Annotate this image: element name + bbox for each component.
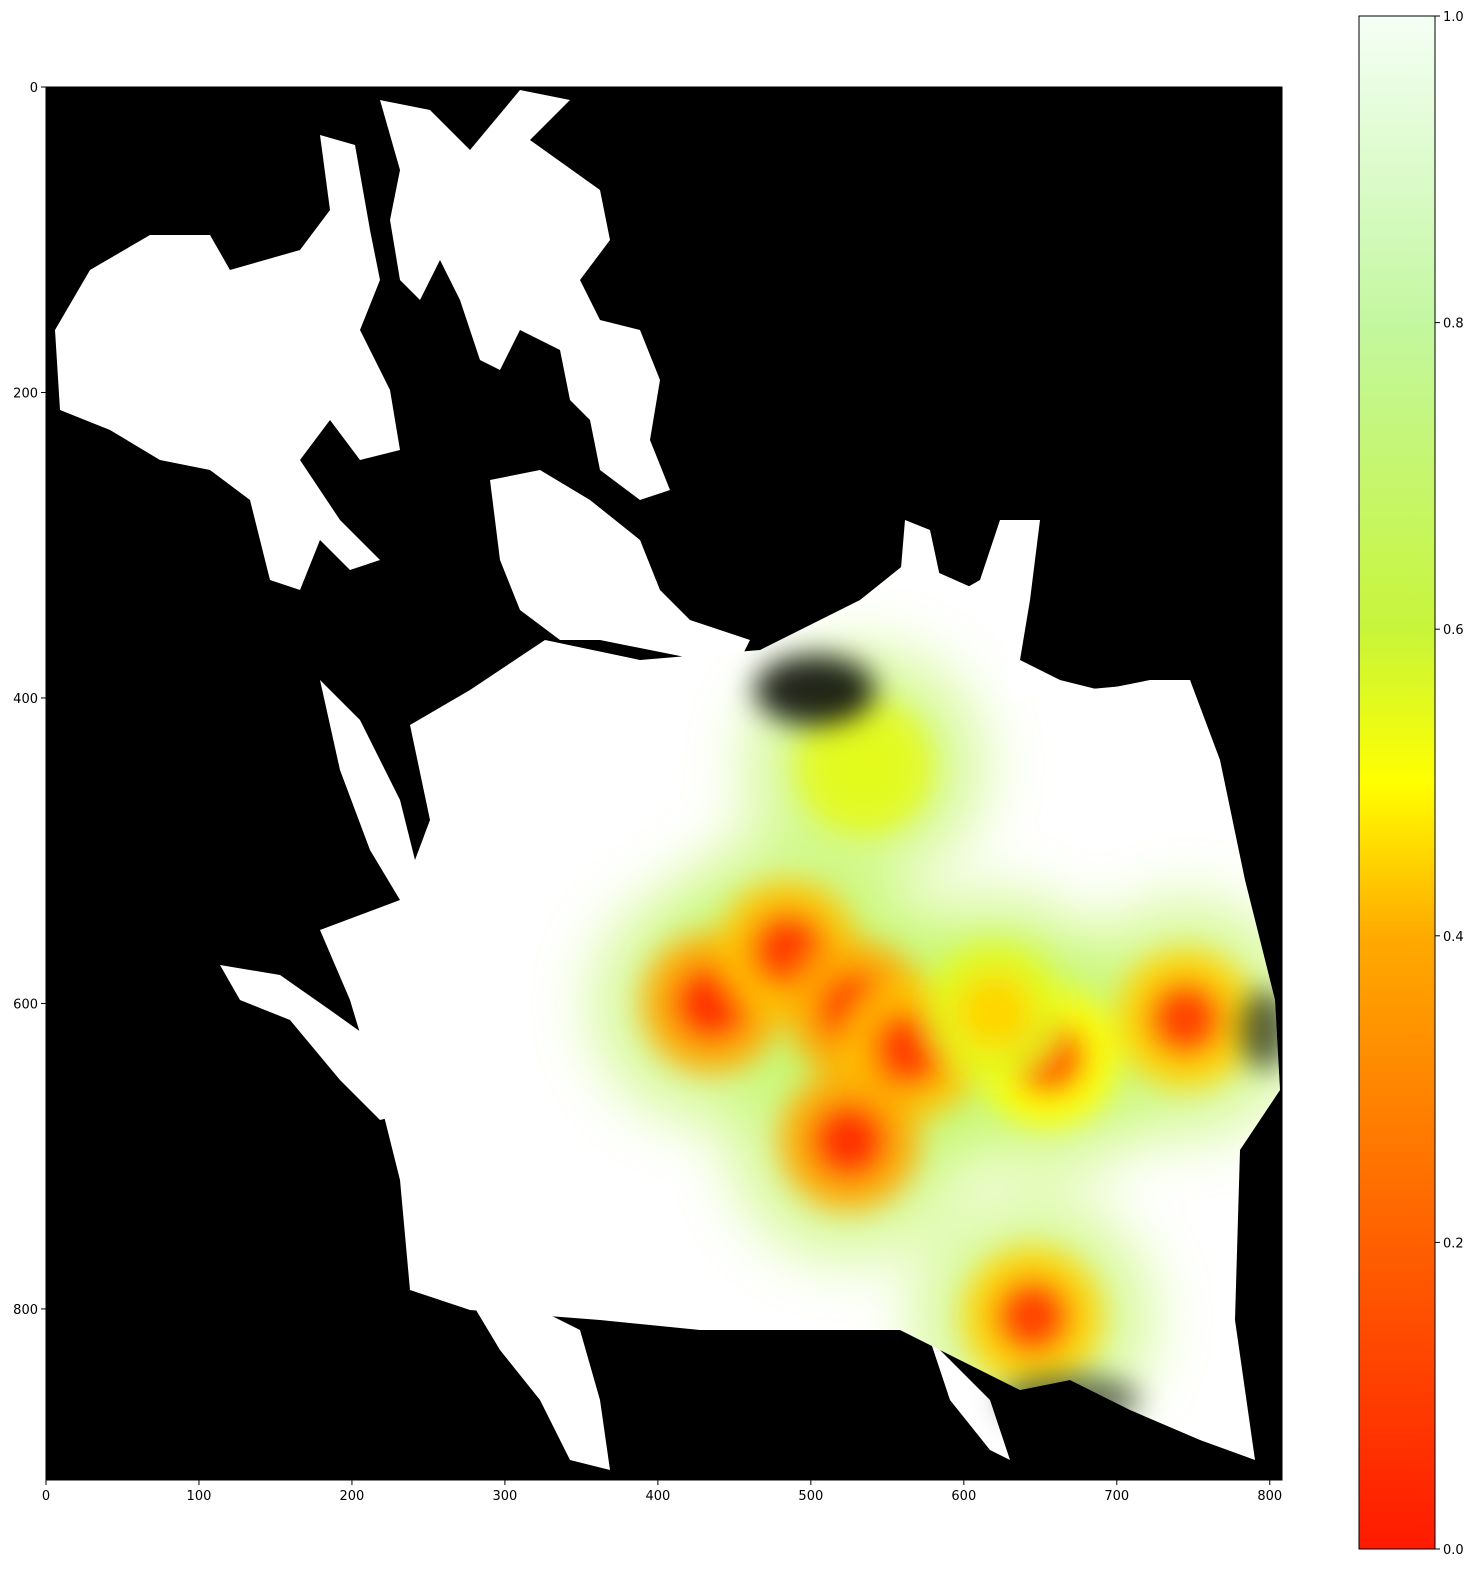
plot-frame xyxy=(45,86,1283,1481)
colorbar-tick-label: 0.6 xyxy=(1443,623,1464,638)
land-northwest xyxy=(55,135,400,590)
land-central-peninsula xyxy=(490,470,750,660)
colorbar-gradient xyxy=(1359,16,1435,1549)
x-tick-label: 400 xyxy=(645,1489,670,1504)
land-west-spits xyxy=(220,965,420,1120)
y-tick-label: 0 xyxy=(30,81,38,96)
x-tick-label: 300 xyxy=(492,1489,517,1504)
x-tick-label: 200 xyxy=(340,1489,365,1504)
heat-core-9 xyxy=(826,728,903,805)
x-tick-label: 700 xyxy=(1104,1489,1129,1504)
colorbar-ticks: 0.0 0.2 0.4 0.6 0.8 1.0 xyxy=(1435,10,1464,1558)
land-west-coastal-strip xyxy=(320,680,420,900)
y-tick-label: 400 xyxy=(13,692,38,707)
heat-core-5 xyxy=(1147,980,1224,1057)
x-tick-label: 100 xyxy=(187,1489,212,1504)
colorbar-tick-label: 0.4 xyxy=(1443,930,1464,945)
heat-core-8 xyxy=(956,973,1033,1050)
heat-core-7 xyxy=(994,1278,1071,1355)
y-tick-label: 600 xyxy=(13,997,38,1012)
coastal-shading xyxy=(755,655,1282,1425)
x-tick-label: 600 xyxy=(951,1489,976,1504)
colorbar-tick-label: 1.0 xyxy=(1443,10,1464,25)
x-tick-label: 0 xyxy=(42,1489,50,1504)
colorbar-tick-label: 0.0 xyxy=(1443,1543,1464,1558)
heat-field xyxy=(591,646,1280,1437)
heat-core-4 xyxy=(811,1102,888,1179)
x-tick-label: 800 xyxy=(1257,1489,1282,1504)
y-axis-ticks: 0 200 400 600 800 xyxy=(13,81,46,1318)
land-south-islands xyxy=(930,1340,1010,1460)
y-tick-label: 200 xyxy=(13,386,38,401)
land-southwest-peninsula xyxy=(470,1300,610,1470)
x-tick-label: 500 xyxy=(798,1489,823,1504)
heatmap-image xyxy=(46,87,1282,1480)
colorbar-tick-label: 0.8 xyxy=(1443,317,1464,332)
x-axis-ticks: 0 100 200 300 400 500 600 700 800 xyxy=(42,1480,1282,1504)
colorbar-tick-label: 0.2 xyxy=(1443,1236,1464,1251)
y-tick-label: 800 xyxy=(13,1303,38,1318)
colorbar-frame xyxy=(1358,15,1436,1550)
land-north-channels xyxy=(380,90,670,500)
colorbar: 0.0 0.2 0.4 0.6 0.8 1.0 xyxy=(1358,10,1464,1558)
